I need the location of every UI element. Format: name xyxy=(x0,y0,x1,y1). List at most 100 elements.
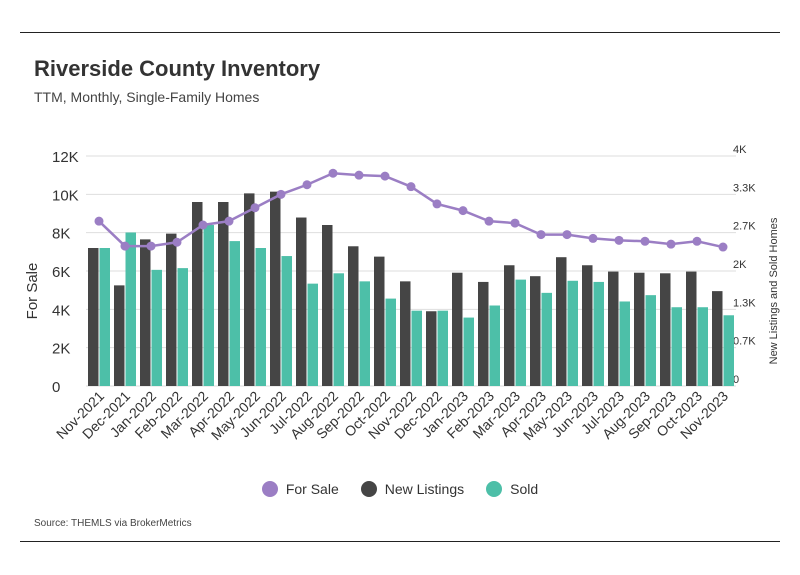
point-for-sale xyxy=(484,216,494,226)
y-tick-left: 8K xyxy=(52,226,70,243)
point-for-sale xyxy=(562,230,572,240)
bar-sold xyxy=(255,248,266,386)
point-for-sale xyxy=(692,236,702,246)
bar-sold xyxy=(645,295,656,386)
top-rule xyxy=(20,32,780,33)
legend-label-sold: Sold xyxy=(510,481,539,497)
point-for-sale xyxy=(640,236,650,246)
y-tick-left: 12K xyxy=(52,149,79,166)
bar-new-listings xyxy=(400,281,411,386)
bar-sold xyxy=(411,310,422,386)
source-note: Source: THEMLS via BrokerMetrics xyxy=(34,518,192,529)
bar-new-listings xyxy=(478,281,489,386)
bar-new-listings xyxy=(296,217,307,386)
y-tick-left: 4K xyxy=(52,302,70,319)
bar-sold xyxy=(723,315,734,386)
point-for-sale xyxy=(380,171,390,181)
bar-new-listings xyxy=(556,257,567,386)
point-for-sale xyxy=(94,216,104,226)
bar-new-listings xyxy=(452,272,463,386)
bar-new-listings xyxy=(608,271,619,386)
bar-sold xyxy=(697,307,708,386)
bar-sold xyxy=(125,232,136,386)
point-for-sale xyxy=(458,206,468,216)
chart-title: Riverside County Inventory xyxy=(34,56,321,81)
bar-sold xyxy=(567,280,578,386)
point-for-sale xyxy=(406,182,416,192)
bar-sold xyxy=(177,268,188,386)
bar-new-listings xyxy=(114,285,125,386)
y-tick-left: 6K xyxy=(52,264,70,281)
bar-new-listings xyxy=(218,202,229,386)
bar-sold xyxy=(359,281,370,386)
bar-new-listings xyxy=(504,265,515,386)
legend-item-for-sale[interactable]: For Sale xyxy=(261,481,339,497)
bar-sold xyxy=(151,269,162,386)
y-tick-right: 2.7K xyxy=(733,221,756,233)
bar-new-listings xyxy=(140,239,151,386)
bar-new-listings xyxy=(192,202,203,386)
point-for-sale xyxy=(172,237,182,247)
point-for-sale xyxy=(354,170,364,180)
bar-sold xyxy=(307,283,318,386)
legend-swatch-sold xyxy=(486,481,503,497)
chart-subtitle: TTM, Monthly, Single-Family Homes xyxy=(34,89,260,105)
point-for-sale xyxy=(588,233,598,243)
bar-sold xyxy=(489,305,500,386)
y-axis-label-right: New Listings and Sold Homes xyxy=(768,217,780,364)
bar-new-listings xyxy=(348,246,359,386)
bar-new-listings xyxy=(88,248,99,386)
bar-sold xyxy=(515,279,526,386)
bar-sold xyxy=(541,292,552,386)
point-for-sale xyxy=(328,168,338,178)
bar-sold xyxy=(463,317,474,386)
bar-new-listings xyxy=(244,193,255,386)
bar-new-listings xyxy=(426,311,437,386)
legend-swatch-new-listings xyxy=(360,481,377,497)
y-tick-left: 10K xyxy=(52,187,79,204)
bar-sold xyxy=(99,248,110,386)
bar-new-listings xyxy=(634,272,645,386)
bar-new-listings xyxy=(270,191,281,386)
bar-sold xyxy=(281,256,292,386)
legend-label-for-sale: For Sale xyxy=(285,481,339,497)
bar-new-listings xyxy=(322,225,333,386)
y-tick-right: 0 xyxy=(733,374,739,386)
bar-new-listings xyxy=(530,276,541,386)
bar-sold xyxy=(437,310,448,386)
y-tick-right: 4K xyxy=(733,144,747,156)
y-tick-right: 1.3K xyxy=(733,297,756,309)
point-for-sale xyxy=(146,241,156,251)
point-for-sale xyxy=(536,230,546,240)
point-for-sale xyxy=(120,241,130,251)
bar-sold xyxy=(203,225,214,386)
bar-sold xyxy=(229,241,240,386)
legend-label-new-listings: New Listings xyxy=(384,481,465,497)
bottom-rule xyxy=(20,541,780,542)
bar-new-listings xyxy=(660,273,671,386)
bar-sold xyxy=(671,307,682,386)
point-for-sale xyxy=(276,189,286,199)
point-for-sale xyxy=(666,239,676,249)
y-tick-left: 2K xyxy=(52,341,70,358)
bar-sold xyxy=(333,273,344,386)
point-for-sale xyxy=(250,203,260,213)
point-for-sale xyxy=(198,220,208,230)
point-for-sale xyxy=(510,218,520,228)
y-axis-label-left: For Sale xyxy=(24,263,41,320)
bar-sold xyxy=(593,281,604,386)
bar-new-listings xyxy=(166,233,177,386)
chart-legend: For Sale New Listings Sold xyxy=(0,481,800,497)
legend-item-new-listings[interactable]: New Listings xyxy=(360,481,465,497)
point-for-sale xyxy=(718,242,728,252)
point-for-sale xyxy=(614,235,624,245)
bar-new-listings xyxy=(686,271,697,386)
bar-new-listings xyxy=(712,291,723,386)
bar-sold xyxy=(385,298,396,386)
bar-new-listings xyxy=(374,256,385,386)
bar-new-listings xyxy=(582,265,593,386)
legend-item-sold[interactable]: Sold xyxy=(486,481,538,497)
legend-swatch-for-sale xyxy=(261,481,278,497)
y-tick-left: 0 xyxy=(52,379,60,396)
point-for-sale xyxy=(224,216,234,226)
